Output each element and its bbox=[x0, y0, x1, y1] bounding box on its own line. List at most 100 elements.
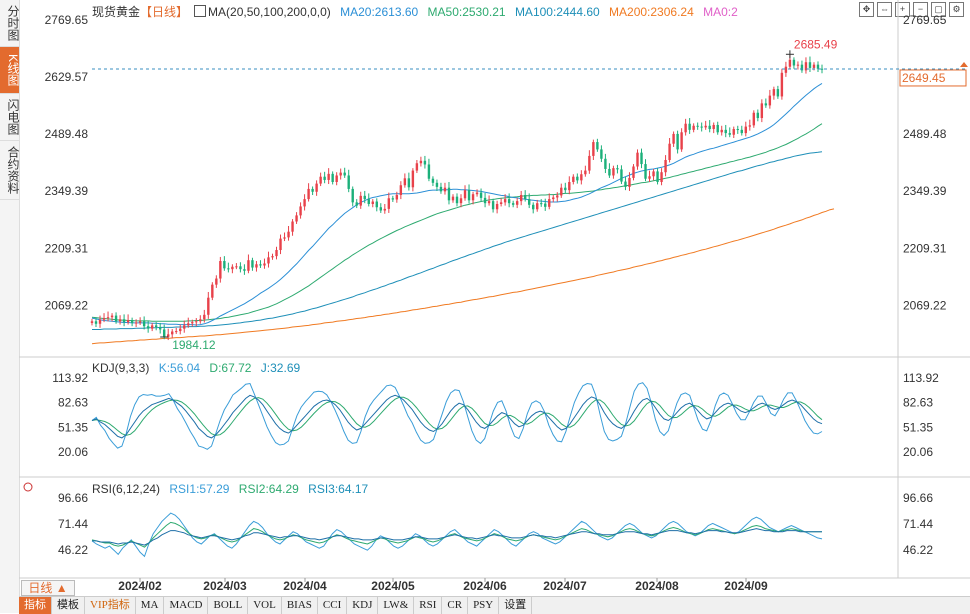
fullscreen-icon[interactable]: ▢ bbox=[931, 2, 946, 17]
tab-contract-info[interactable]: 合约资料 bbox=[0, 141, 20, 200]
candle-body bbox=[568, 181, 571, 191]
candle-body bbox=[243, 269, 246, 271]
candle-body bbox=[736, 129, 739, 131]
candle-body bbox=[251, 260, 254, 268]
candle-body bbox=[183, 325, 186, 329]
instrument-name: 现货黄金 bbox=[92, 5, 141, 19]
candle-body bbox=[134, 322, 138, 324]
candle-body bbox=[231, 266, 234, 270]
y-tick-left: 2069.22 bbox=[45, 298, 89, 312]
candle-body bbox=[748, 125, 752, 127]
tab-flash[interactable]: 闪电图 bbox=[0, 94, 20, 141]
candle-body bbox=[287, 231, 290, 238]
candle-body bbox=[608, 168, 611, 176]
candle-body bbox=[375, 201, 378, 208]
rsi-line-3 bbox=[92, 528, 822, 546]
candle-body bbox=[367, 199, 370, 204]
left-tab-bar: 分时图 K线图 闪电图 合约资料 bbox=[0, 0, 20, 613]
indicator-tab-12[interactable]: CR bbox=[442, 597, 469, 614]
ma50-value: MA50:2530.21 bbox=[427, 5, 506, 19]
candle-body bbox=[455, 196, 459, 204]
tab-timeshare[interactable]: 分时图 bbox=[0, 0, 20, 47]
candle-body bbox=[483, 197, 487, 204]
candle-body bbox=[275, 250, 278, 257]
ma20-value: MA20:2613.60 bbox=[340, 5, 419, 19]
candle-body bbox=[576, 176, 579, 181]
candle-body bbox=[752, 112, 756, 126]
candle-body bbox=[431, 178, 435, 183]
ma100-line bbox=[92, 151, 823, 330]
candle-body bbox=[548, 199, 551, 207]
y-tick-left: 2489.48 bbox=[45, 127, 89, 141]
candle-body bbox=[162, 329, 166, 337]
indicator-tab-13[interactable]: PSY bbox=[468, 597, 500, 614]
indicator-tab-10[interactable]: LW& bbox=[378, 597, 415, 614]
x-tick-label: 2024/06 bbox=[463, 579, 507, 593]
candle-body bbox=[788, 59, 792, 67]
candle-body bbox=[720, 129, 723, 133]
candle-body bbox=[130, 320, 134, 323]
candle-body bbox=[664, 159, 667, 173]
candle-body bbox=[359, 195, 362, 206]
candle-body bbox=[323, 176, 326, 180]
candle-body bbox=[227, 268, 230, 270]
ma100-value: MA100:2444.60 bbox=[514, 5, 600, 19]
candle-body bbox=[179, 328, 182, 332]
indicator-tab-3[interactable]: MA bbox=[136, 597, 165, 614]
move-icon[interactable]: ✥ bbox=[859, 2, 874, 17]
candle-body bbox=[668, 143, 671, 160]
tab-kline[interactable]: K线图 bbox=[0, 47, 20, 94]
zoom-in-icon[interactable]: + bbox=[895, 2, 910, 17]
indicator-tab-9[interactable]: KDJ bbox=[347, 597, 379, 614]
candle-body bbox=[459, 198, 463, 204]
candle-body bbox=[423, 160, 427, 165]
candle-body bbox=[347, 175, 350, 189]
candle-body bbox=[499, 202, 503, 204]
period-label-bottom: 日线 bbox=[28, 581, 53, 595]
candle-body bbox=[263, 263, 266, 266]
candle-body bbox=[435, 182, 439, 187]
candle-body bbox=[724, 129, 727, 134]
indicator-tab-7[interactable]: BIAS bbox=[282, 597, 318, 614]
period-label: 【日线】 bbox=[140, 5, 189, 19]
zoom-out-icon[interactable]: − bbox=[913, 2, 928, 17]
candle-body bbox=[387, 198, 391, 209]
expand-icon[interactable]: ⇔ bbox=[877, 2, 892, 17]
candle-body bbox=[660, 172, 663, 182]
candle-body bbox=[391, 198, 395, 200]
candle-body bbox=[118, 319, 122, 322]
candle-body bbox=[371, 201, 374, 204]
candle-body bbox=[564, 187, 567, 191]
indicator-tab-0[interactable]: 指标 bbox=[19, 597, 52, 614]
candle-body bbox=[195, 321, 198, 323]
indicator-tab-1[interactable]: 模板 bbox=[52, 597, 85, 614]
indicator-tab-5[interactable]: BOLL bbox=[208, 597, 249, 614]
candle-body bbox=[351, 188, 354, 203]
candle-body bbox=[355, 202, 358, 206]
candle-body bbox=[215, 278, 218, 285]
indicator-tab-11[interactable]: RSI bbox=[414, 597, 443, 614]
indicator-tab-6[interactable]: VOL bbox=[248, 597, 282, 614]
candle-body bbox=[628, 177, 631, 187]
candle-body bbox=[267, 257, 270, 264]
rsi-1: RSI1:57.29 bbox=[169, 482, 230, 496]
indicator-tab-4[interactable]: MACD bbox=[164, 597, 209, 614]
kdj-k: K:56.04 bbox=[158, 361, 201, 375]
indicator-tab-2[interactable]: VIP指标 bbox=[85, 597, 136, 614]
period-selector[interactable]: 日线 ▲ bbox=[21, 580, 75, 596]
candle-body bbox=[804, 62, 808, 71]
ma-params: MA(20,50,100,200,0,0) bbox=[208, 5, 331, 19]
ma-settings-icon[interactable] bbox=[194, 5, 207, 17]
candle-body bbox=[211, 284, 214, 298]
indicator-tab-14[interactable]: 设置 bbox=[499, 597, 533, 614]
candle-body bbox=[307, 188, 310, 200]
kdj-y-tick-left: 82.63 bbox=[58, 396, 88, 410]
indicator-tab-8[interactable]: CCI bbox=[318, 597, 348, 614]
candle-body bbox=[451, 196, 455, 201]
settings-icon[interactable]: ⚙ bbox=[949, 2, 964, 17]
candle-body bbox=[90, 321, 94, 323]
candle-body bbox=[447, 187, 451, 201]
candle-body bbox=[223, 261, 226, 269]
candle-body bbox=[688, 123, 691, 130]
